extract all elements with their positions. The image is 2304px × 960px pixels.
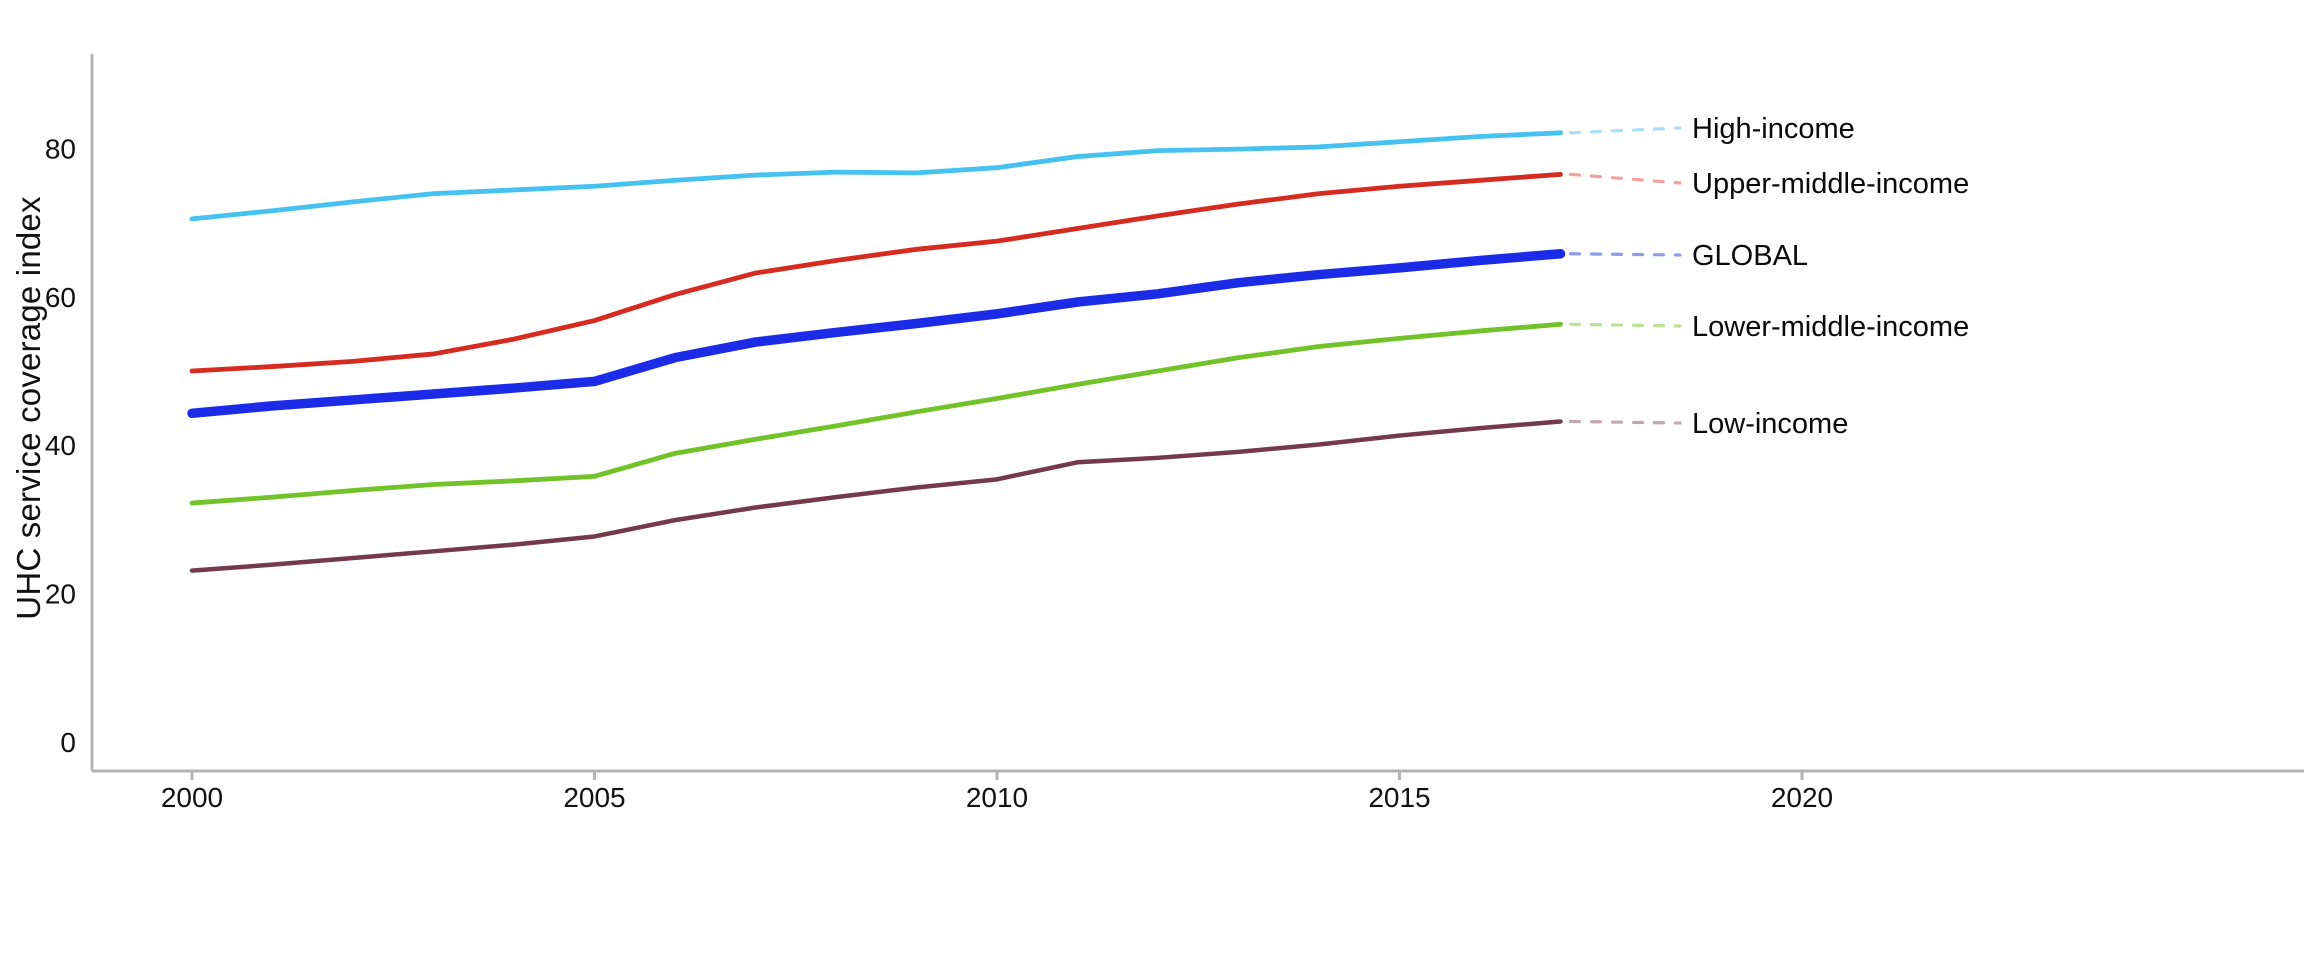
series-leader-upper-middle-income xyxy=(1568,172,1682,185)
y-tick-label-40: 40 xyxy=(45,430,76,461)
x-tick-label-2015: 2015 xyxy=(1368,782,1430,813)
y-tick-label-80: 80 xyxy=(45,133,76,164)
x-tick-label-2005: 2005 xyxy=(563,782,625,813)
series-label-global: GLOBAL xyxy=(1692,240,1808,272)
series-leader-high-income xyxy=(1568,126,1682,135)
series-line-lower-middle-income xyxy=(189,321,1563,506)
y-tick-label-20: 20 xyxy=(45,579,76,610)
series-leader-global xyxy=(1568,252,1682,257)
y-tick-label-0: 0 xyxy=(60,727,76,758)
series-line-upper-middle-income xyxy=(189,171,1563,374)
series-leader-low-income xyxy=(1568,419,1682,425)
x-tick-label-2000: 2000 xyxy=(161,782,223,813)
series-label-high-income: High-income xyxy=(1692,113,1855,145)
series-line-low-income xyxy=(189,419,1563,573)
series-label-upper-middle-income: Upper-middle-income xyxy=(1692,168,1969,200)
series-label-low-income: Low-income xyxy=(1692,408,1848,440)
series-leader-lower-middle-income xyxy=(1568,322,1682,328)
series-label-lower-middle-income: Lower-middle-income xyxy=(1692,311,1969,343)
series-line-global xyxy=(187,249,1566,419)
x-tick-label-2010: 2010 xyxy=(966,782,1028,813)
x-tick-label-2020: 2020 xyxy=(1771,782,1833,813)
y-axis-title: UHC service coverage index xyxy=(10,196,47,620)
y-tick-label-60: 60 xyxy=(45,282,76,313)
series-line-high-income xyxy=(189,130,1563,222)
